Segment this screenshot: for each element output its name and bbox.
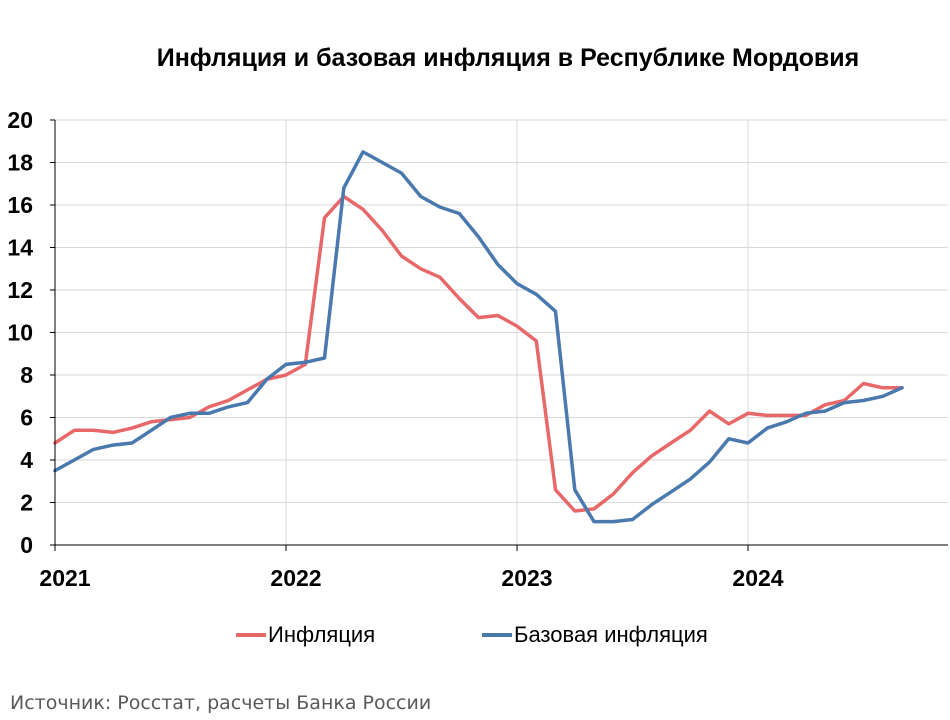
legend-swatch	[236, 633, 266, 637]
x-tick-label: 2021	[39, 565, 90, 591]
y-tick-label: 12	[7, 277, 33, 303]
legend: Инфляция Базовая инфляция	[0, 622, 950, 652]
legend-label: Инфляция	[268, 622, 376, 647]
y-tick-label: 8	[20, 362, 33, 388]
axes	[54, 120, 948, 546]
legend-item-core-inflation: Базовая инфляция	[482, 622, 708, 648]
x-tick-label: 2024	[732, 565, 783, 591]
legend-swatch	[482, 633, 512, 637]
y-tick-label: 6	[20, 405, 33, 431]
y-tick-label: 18	[7, 150, 33, 176]
series-line-inflation	[53, 194, 904, 513]
y-tick-label: 16	[7, 192, 33, 218]
chart-title: Инфляция и базовая инфляция в Республике…	[156, 44, 860, 72]
x-tick-label: 2023	[501, 565, 552, 591]
y-tick-label: 2	[20, 490, 33, 516]
source-note: Источник: Росстат, расчеты Банка России	[10, 692, 432, 714]
gridlines	[55, 119, 948, 545]
y-tick-label: 0	[20, 532, 33, 558]
legend-label: Базовая инфляция	[514, 622, 708, 647]
y-tick-label: 4	[20, 447, 33, 473]
line-chart: 0 2 4 6 8 10 12 14 16 18 20 2021 2022 2023 2024	[7, 107, 948, 591]
legend-item-inflation: Инфляция	[236, 622, 375, 648]
x-tick-label: 2022	[270, 565, 321, 591]
y-tick-label: 20	[7, 107, 33, 133]
x-axis-ticks: 2021 2022 2023 2024	[39, 545, 784, 591]
series-lines	[53, 150, 904, 524]
y-axis-ticks: 0 2 4 6 8 10 12 14 16 18 20	[7, 107, 55, 558]
y-tick-label: 10	[7, 320, 33, 346]
series-line-core-inflation	[53, 150, 904, 524]
y-tick-label: 14	[7, 235, 33, 261]
